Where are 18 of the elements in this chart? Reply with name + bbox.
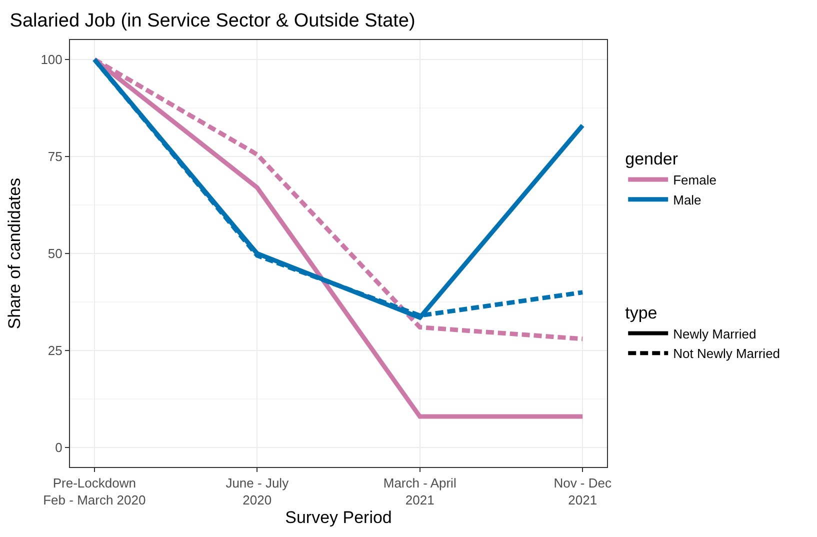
y-tick-label: 50	[48, 246, 62, 262]
y-tick-label: 25	[48, 343, 62, 358]
x-tick-label: March - April 2021	[383, 476, 456, 508]
legend-label: Male	[673, 192, 702, 208]
y-axis-title: Share of candidates	[5, 178, 24, 330]
chart-title: Salaried Job (in Service Sector & Outside State)	[10, 10, 416, 32]
x-tick-label: Nov - Dec 2021	[554, 476, 612, 508]
x-tick-label: Pre-Lockdown Feb - March 2020	[43, 476, 146, 508]
text: Newly Married	[673, 326, 756, 342]
y-tick-label: 100	[40, 52, 62, 67]
legend-title: gender	[625, 150, 678, 169]
y-tick-label: 75	[48, 149, 62, 164]
text: Not Newly Married	[673, 346, 780, 362]
x-tick-label: June - July 2020	[226, 476, 290, 508]
x-axis-title: Survey Period	[285, 508, 392, 527]
y-tick-label: 0	[55, 440, 62, 456]
text: type	[625, 303, 658, 322]
legend-label: Female	[673, 172, 716, 188]
